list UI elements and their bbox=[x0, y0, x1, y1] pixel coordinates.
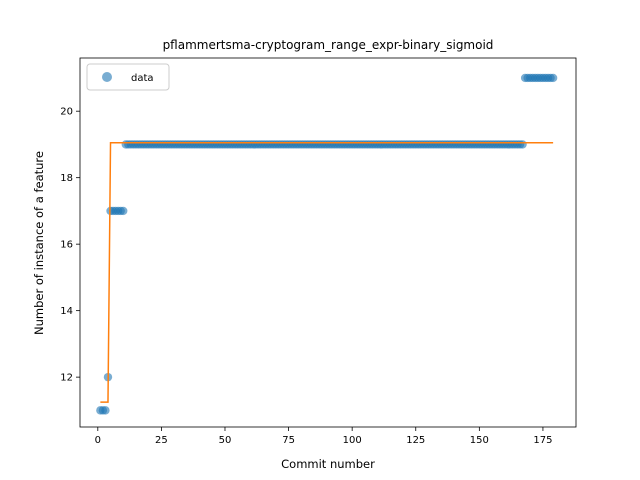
x-tick-label: 125 bbox=[406, 435, 425, 446]
x-tick-label: 25 bbox=[155, 435, 168, 446]
y-tick-label: 14 bbox=[60, 306, 73, 317]
x-axis-label: Commit number bbox=[281, 457, 375, 471]
y-tick-label: 20 bbox=[60, 107, 73, 118]
x-tick-label: 150 bbox=[470, 435, 489, 446]
axes: 0 25 50 75 100 125 150 175 12 14 16 18 20 bbox=[60, 57, 577, 446]
legend-marker-data bbox=[102, 72, 112, 82]
legend-label-data: data bbox=[131, 73, 154, 84]
data-point bbox=[548, 73, 558, 83]
y-axis-label: Number of instance of a feature bbox=[32, 151, 46, 335]
legend-box bbox=[86, 63, 170, 91]
x-tick-label: 175 bbox=[533, 435, 552, 446]
chart-title: pflammertsma-cryptogram_range_expr-binar… bbox=[163, 38, 494, 52]
y-tick-label: 16 bbox=[60, 240, 73, 251]
data-point bbox=[101, 406, 110, 415]
fit-line bbox=[100, 142, 554, 403]
data-point bbox=[518, 140, 527, 149]
axes-frame bbox=[79, 57, 577, 428]
legend: data bbox=[86, 63, 170, 91]
x-tick-label: 0 bbox=[95, 435, 101, 446]
x-tick-label: 75 bbox=[282, 435, 295, 446]
y-tick-label: 12 bbox=[60, 373, 73, 384]
data-point bbox=[119, 206, 128, 216]
x-tick-label: 100 bbox=[343, 435, 362, 446]
plot-area bbox=[96, 73, 558, 415]
x-tick-label: 50 bbox=[219, 435, 232, 446]
y-tick-label: 18 bbox=[60, 173, 73, 184]
